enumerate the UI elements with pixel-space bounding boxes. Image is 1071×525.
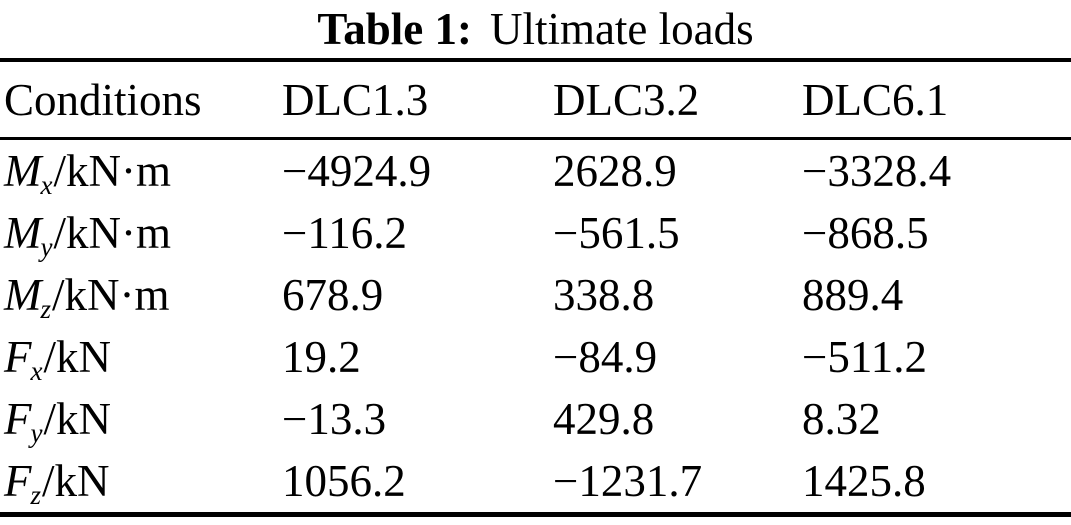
row-label: Fz/kN: [0, 455, 278, 510]
row-symbol: F: [4, 394, 32, 444]
caption-title: Ultimate loads: [489, 4, 754, 54]
row-unit: /kN: [42, 456, 110, 506]
cell-value: 1056.2: [282, 456, 406, 506]
cell-value: −116.2: [282, 208, 407, 258]
table-row-my: My/kN·m −116.2 −561.5 −868.5: [0, 202, 1071, 264]
cell-value: 1425.8: [802, 456, 926, 506]
row-label: Mz/kN·m: [0, 269, 278, 324]
cell-value: −868.5: [802, 208, 929, 258]
table-row-mz: Mz/kN·m 678.9 338.8 889.4: [0, 264, 1071, 326]
row-subscript: z: [30, 479, 42, 510]
column-header-conditions: Conditions: [4, 74, 202, 125]
row-subscript: y: [30, 417, 43, 448]
column-header-dlc3-2: DLC3.2: [553, 74, 700, 125]
cell-value: 2628.9: [553, 146, 677, 196]
row-label: Fy/kN: [0, 393, 278, 448]
bottom-rule: [0, 512, 1071, 517]
row-symbol: M: [4, 146, 42, 196]
table-caption: Table 1: Ultimate loads: [0, 0, 1071, 58]
row-symbol: M: [4, 270, 42, 320]
row-label: Fx/kN: [0, 331, 278, 386]
cell-value: −511.2: [802, 332, 927, 382]
row-subscript: x: [40, 169, 53, 200]
cell-value: 429.8: [553, 394, 655, 444]
row-unit: /kN: [43, 332, 111, 382]
table-row-fy: Fy/kN −13.3 429.8 8.32: [0, 388, 1071, 450]
row-label: Mx/kN·m: [0, 145, 278, 200]
cell-value: 889.4: [802, 270, 904, 320]
row-unit: /kN·m: [52, 270, 170, 320]
cell-value: −13.3: [282, 394, 387, 444]
table-row-fx: Fx/kN 19.2 −84.9 −511.2: [0, 326, 1071, 388]
row-symbol: M: [4, 208, 42, 258]
row-unit: /kN·m: [53, 208, 171, 258]
column-header-dlc6-1: DLC6.1: [802, 74, 949, 125]
row-subscript: x: [30, 355, 43, 386]
row-unit: /kN: [43, 394, 111, 444]
cell-value: 19.2: [282, 332, 361, 382]
table-row-fz: Fz/kN 1056.2 −1231.7 1425.8: [0, 450, 1071, 512]
cell-value: −84.9: [553, 332, 658, 382]
row-subscript: z: [40, 293, 52, 324]
cell-value: −4924.9: [282, 146, 432, 196]
cell-value: −1231.7: [553, 456, 703, 506]
row-subscript: y: [40, 231, 53, 262]
column-header-dlc1-3: DLC1.3: [282, 74, 429, 125]
top-rule: [0, 58, 1071, 62]
caption-label: Table 1:: [317, 4, 472, 54]
cell-value: −3328.4: [802, 146, 952, 196]
cell-value: 8.32: [802, 394, 881, 444]
table-row-mx: Mx/kN·m −4924.9 2628.9 −3328.4: [0, 140, 1071, 202]
cell-value: 338.8: [553, 270, 655, 320]
row-label: My/kN·m: [0, 207, 278, 262]
row-symbol: F: [4, 456, 32, 506]
cell-value: −561.5: [553, 208, 680, 258]
row-symbol: F: [4, 332, 32, 382]
cell-value: 678.9: [282, 270, 384, 320]
header-row: Conditions DLC1.3 DLC3.2 DLC6.1: [0, 62, 1071, 137]
mid-rule: [0, 137, 1071, 140]
row-unit: /kN·m: [53, 146, 171, 196]
